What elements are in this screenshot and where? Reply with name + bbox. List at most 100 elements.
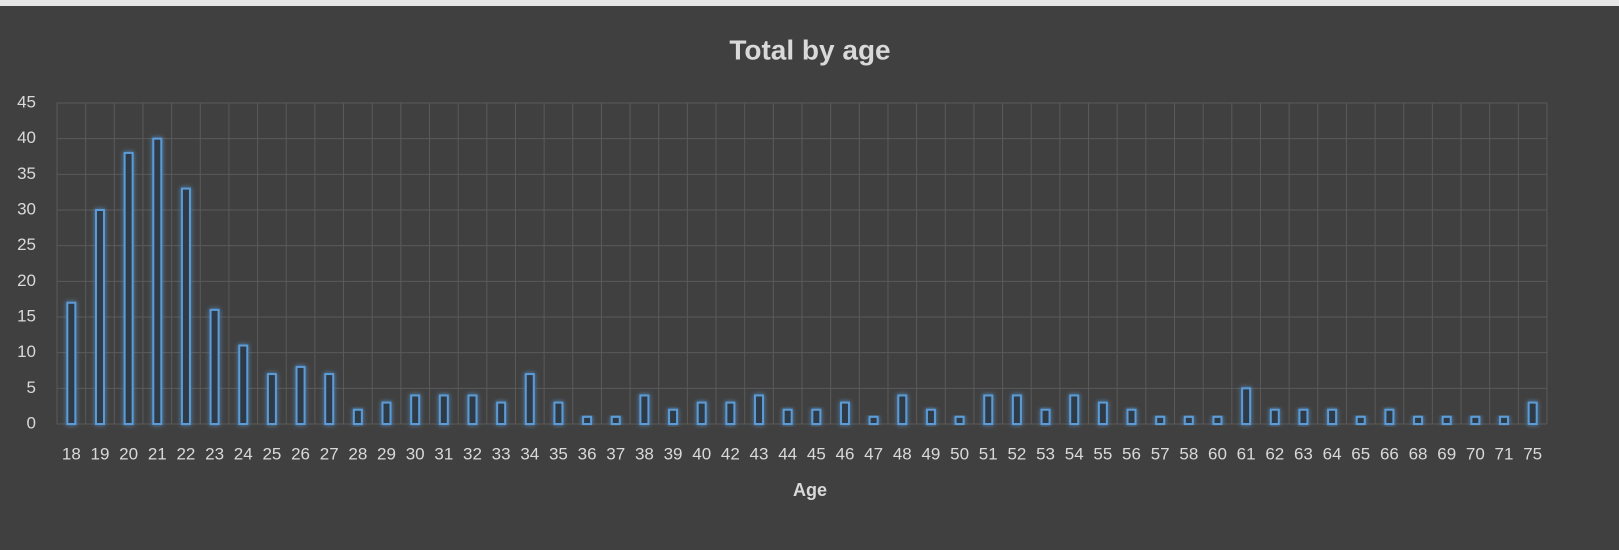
bar: [1298, 408, 1309, 426]
bar: [1470, 415, 1481, 426]
bar: [1355, 415, 1366, 426]
x-tick-label: 25: [262, 444, 281, 463]
bar: [266, 373, 277, 426]
chart-title: Total by age: [729, 34, 890, 65]
y-tick-label: 45: [17, 92, 36, 111]
bar: [1499, 415, 1510, 426]
bar: [324, 373, 335, 426]
bar: [1097, 401, 1108, 426]
bar: [553, 401, 564, 426]
bar: [696, 401, 707, 426]
x-tick-label: 43: [750, 444, 769, 463]
bar: [811, 408, 822, 426]
x-tick-label: 55: [1093, 444, 1112, 463]
y-tick-label: 35: [17, 164, 36, 183]
x-tick-label: 60: [1208, 444, 1227, 463]
x-tick-label: 69: [1437, 444, 1456, 463]
x-tick-label: 22: [176, 444, 195, 463]
x-tick-label: 18: [62, 444, 81, 463]
bar: [1269, 408, 1280, 426]
bar: [582, 415, 593, 426]
bar: [1155, 415, 1166, 426]
bar: [1527, 401, 1538, 426]
y-tick-label: 40: [17, 128, 36, 147]
bar: [94, 209, 105, 425]
x-tick-label: 46: [836, 444, 855, 463]
bar: [1011, 394, 1022, 426]
bar: [1384, 408, 1395, 426]
x-tick-label: 19: [91, 444, 110, 463]
y-tick-label: 30: [17, 199, 36, 218]
x-tick-label: 65: [1351, 444, 1370, 463]
bar: [1241, 387, 1252, 426]
x-tick-label: 63: [1294, 444, 1313, 463]
bar: [639, 394, 650, 426]
x-tick-label: 24: [234, 444, 253, 463]
bar: [668, 408, 679, 426]
bar: [180, 187, 191, 425]
bar: [1413, 415, 1424, 426]
bar: [381, 401, 392, 426]
x-tick-label: 54: [1065, 444, 1084, 463]
x-tick-label: 61: [1237, 444, 1256, 463]
x-tick-label: 34: [520, 444, 539, 463]
x-tick-label: 62: [1265, 444, 1284, 463]
y-tick-label: 10: [17, 342, 36, 361]
x-tick-label: 71: [1495, 444, 1514, 463]
bar: [1040, 408, 1051, 426]
x-tick-label: 21: [148, 444, 167, 463]
x-tick-label: 32: [463, 444, 482, 463]
x-tick-label: 48: [893, 444, 912, 463]
bar: [610, 415, 621, 426]
y-tick-label: 5: [27, 378, 36, 397]
bar: [352, 408, 363, 426]
x-tick-label: 27: [320, 444, 339, 463]
bar: [1212, 415, 1223, 426]
y-tick-label: 20: [17, 271, 36, 290]
x-tick-label: 28: [348, 444, 367, 463]
x-tick-label: 53: [1036, 444, 1055, 463]
x-tick-label: 42: [721, 444, 740, 463]
bar: [410, 394, 421, 426]
x-tick-label: 44: [778, 444, 797, 463]
bar: [954, 415, 965, 426]
bar: [209, 308, 220, 425]
x-axis-title: Age: [793, 480, 827, 500]
x-tick-label: 56: [1122, 444, 1141, 463]
bar: [754, 394, 765, 426]
bar: [66, 301, 77, 426]
bar: [123, 151, 134, 426]
y-tick-label: 15: [17, 306, 36, 325]
bar: [983, 394, 994, 426]
bar: [868, 415, 879, 426]
x-tick-label: 70: [1466, 444, 1485, 463]
x-tick-label: 26: [291, 444, 310, 463]
top-border: [0, 0, 1619, 6]
x-tick-label: 49: [921, 444, 940, 463]
bar: [524, 373, 535, 426]
bar: [295, 365, 306, 425]
bar: [1126, 408, 1137, 426]
x-tick-label: 29: [377, 444, 396, 463]
x-tick-label: 23: [205, 444, 224, 463]
bar: [1441, 415, 1452, 426]
x-tick-label: 75: [1523, 444, 1542, 463]
x-tick-label: 36: [578, 444, 597, 463]
bar: [897, 394, 908, 426]
x-tick-label: 35: [549, 444, 568, 463]
x-tick-label: 68: [1409, 444, 1428, 463]
x-tick-label: 37: [606, 444, 625, 463]
y-tick-label: 25: [17, 235, 36, 254]
bar: [238, 344, 249, 425]
bar: [1327, 408, 1338, 426]
bar: [782, 408, 793, 426]
x-tick-label: 57: [1151, 444, 1170, 463]
x-tick-label: 52: [1007, 444, 1026, 463]
x-tick-label: 45: [807, 444, 826, 463]
bar: [1183, 415, 1194, 426]
x-tick-label: 38: [635, 444, 654, 463]
bar: [925, 408, 936, 426]
x-tick-label: 58: [1179, 444, 1198, 463]
x-tick-label: 31: [434, 444, 453, 463]
